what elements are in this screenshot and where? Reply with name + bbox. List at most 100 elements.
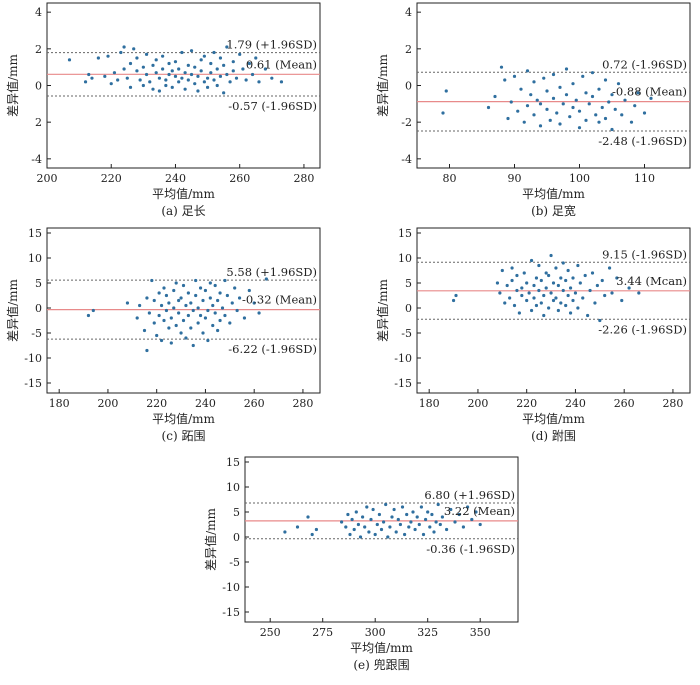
data-point <box>145 348 149 353</box>
data-point <box>407 525 411 529</box>
data-point <box>578 281 582 285</box>
y-tick-label: 15 <box>28 227 42 240</box>
data-point <box>590 71 595 75</box>
data-point <box>209 71 213 75</box>
data-point <box>167 326 171 330</box>
upper-loa-label: 9.15 (-1.96SD) <box>602 247 687 261</box>
lower-loa-label: -2.26 (-1.96SD) <box>598 322 687 336</box>
plot-a: 200 220 240 260 280 -4 2 0 2 4 1.79 (+1.96SD) 0.61 … <box>5 2 321 218</box>
data-point <box>461 525 465 529</box>
data-point <box>167 301 171 305</box>
data-point <box>438 522 442 527</box>
data-point <box>510 266 514 270</box>
data-point <box>91 308 95 313</box>
data-point <box>574 98 578 102</box>
data-point <box>183 71 187 75</box>
data-point <box>603 293 607 298</box>
data-point <box>607 266 612 270</box>
data-point <box>279 80 284 84</box>
subplot-caption: (d) 跗围 <box>531 429 576 443</box>
data-point <box>474 510 478 514</box>
data-point <box>116 78 120 82</box>
data-point <box>234 76 239 80</box>
data-point <box>231 69 235 73</box>
data-point <box>525 69 530 73</box>
data-point <box>183 87 187 91</box>
x-tick-label: 90 <box>508 172 522 185</box>
data-point <box>181 318 186 323</box>
data-point <box>186 63 190 67</box>
data-point <box>141 65 145 69</box>
data-point <box>436 502 440 507</box>
x-tick-label: 250 <box>260 626 281 639</box>
x-tick-label: 260 <box>244 397 265 410</box>
data-point <box>537 263 541 268</box>
data-point <box>386 535 390 539</box>
data-point <box>544 271 548 275</box>
data-point <box>516 109 520 113</box>
data-point <box>409 520 413 524</box>
data-point <box>415 515 419 519</box>
x-tick-label: 200 <box>37 172 58 185</box>
data-point <box>170 85 174 89</box>
data-point <box>616 82 621 86</box>
data-point <box>519 87 523 91</box>
data-point <box>400 505 405 509</box>
y-tick-label: -5 <box>229 556 240 569</box>
data-point <box>179 296 183 300</box>
data-point <box>549 291 553 295</box>
data-point <box>512 74 517 78</box>
data-point <box>508 296 512 300</box>
data-point <box>561 102 565 106</box>
data-point <box>571 276 575 280</box>
data-point <box>384 502 388 507</box>
data-point <box>211 323 215 328</box>
data-point <box>532 113 536 117</box>
y-tick-label: 10 <box>398 252 412 265</box>
data-point <box>600 278 604 283</box>
data-point <box>537 288 541 293</box>
data-point <box>202 80 206 84</box>
data-point <box>103 74 107 78</box>
data-point <box>556 308 560 313</box>
x-tick-label: 180 <box>49 397 70 410</box>
data-point <box>584 91 588 95</box>
data-point <box>144 72 149 77</box>
data-point <box>603 116 608 121</box>
data-point <box>263 67 267 71</box>
x-tick-label: 220 <box>146 397 167 410</box>
data-point <box>206 308 210 313</box>
data-point <box>581 74 585 78</box>
data-point <box>577 109 582 113</box>
data-point <box>257 80 261 84</box>
data-point <box>636 91 640 95</box>
data-point <box>196 74 200 78</box>
data-point <box>548 118 552 122</box>
plot-e: 250 275 300 325 350 -15 -10 -5 0 5 10 15 6.80 (+1.96… <box>203 456 519 672</box>
data-point <box>451 298 456 303</box>
data-point <box>67 58 72 62</box>
y-tick-label: -2 <box>401 116 412 129</box>
data-point <box>566 293 570 298</box>
data-point <box>180 76 184 80</box>
data-point <box>213 283 217 288</box>
data-point <box>169 341 173 345</box>
data-point <box>238 52 242 56</box>
data-point <box>503 301 507 305</box>
y-tick-label: -4 <box>401 153 412 166</box>
y-axis-label: 差异值/mm <box>203 507 218 570</box>
data-point <box>233 286 237 290</box>
data-point <box>270 76 274 80</box>
data-point <box>594 113 598 117</box>
data-point <box>554 266 558 270</box>
data-point <box>581 296 585 300</box>
data-point <box>603 78 608 82</box>
data-point <box>213 311 217 315</box>
data-point <box>212 78 216 82</box>
data-point <box>254 56 258 60</box>
data-point <box>122 67 126 71</box>
data-point <box>597 87 601 91</box>
data-point <box>426 510 430 514</box>
data-point <box>170 69 174 73</box>
data-point <box>499 65 504 69</box>
